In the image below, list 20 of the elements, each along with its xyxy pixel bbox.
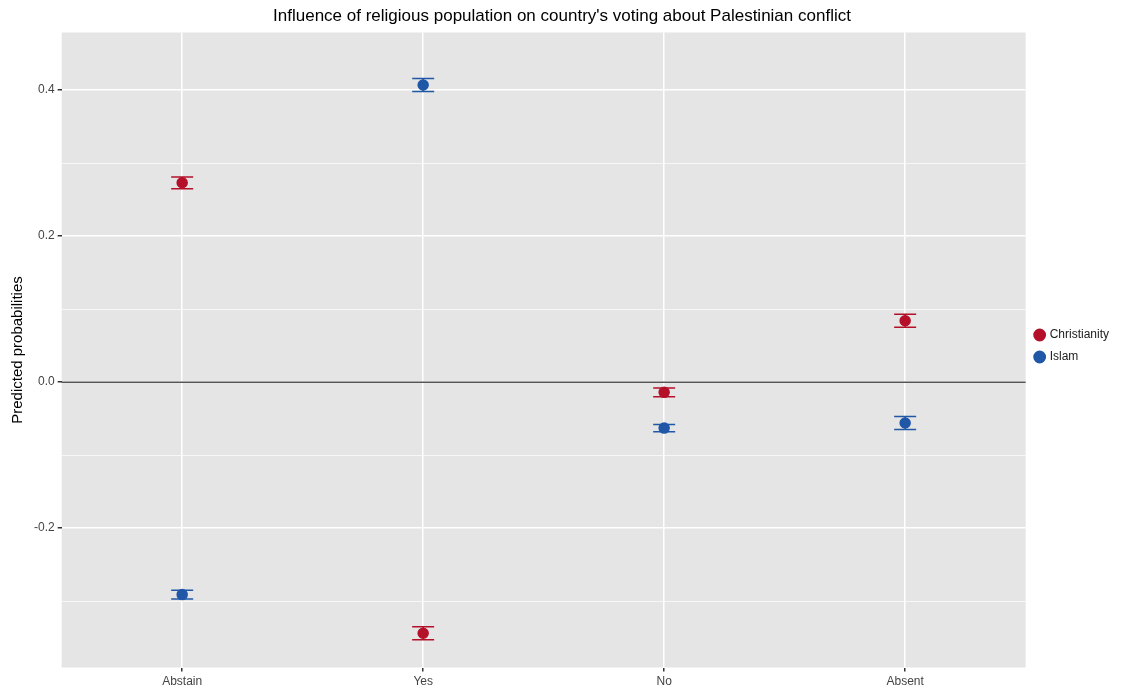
y-tick-label: 0.4	[37, 82, 55, 97]
y-tick-label: -0.2	[33, 520, 55, 535]
legend-label: Christianity	[1049, 327, 1110, 342]
point	[417, 79, 429, 91]
point	[658, 422, 670, 434]
legend-label: Islam	[1049, 349, 1079, 364]
x-tick-label: Absent	[886, 674, 925, 689]
point	[176, 588, 188, 601]
x-tick-label: No	[656, 674, 673, 689]
y-tick-label: 0.2	[37, 228, 55, 243]
point	[658, 386, 670, 399]
chart-title: Influence of religious population on country's voting about Palestinian conflict	[273, 5, 852, 25]
point	[417, 627, 429, 640]
point	[899, 417, 911, 429]
y-axis-title: Predicted probabilities	[8, 276, 26, 424]
point	[176, 177, 188, 189]
x-tick-label: Abstain	[162, 674, 203, 689]
y-tick-label: 0.0	[37, 374, 55, 389]
point	[899, 315, 911, 327]
x-tick-label: Yes	[413, 674, 433, 689]
